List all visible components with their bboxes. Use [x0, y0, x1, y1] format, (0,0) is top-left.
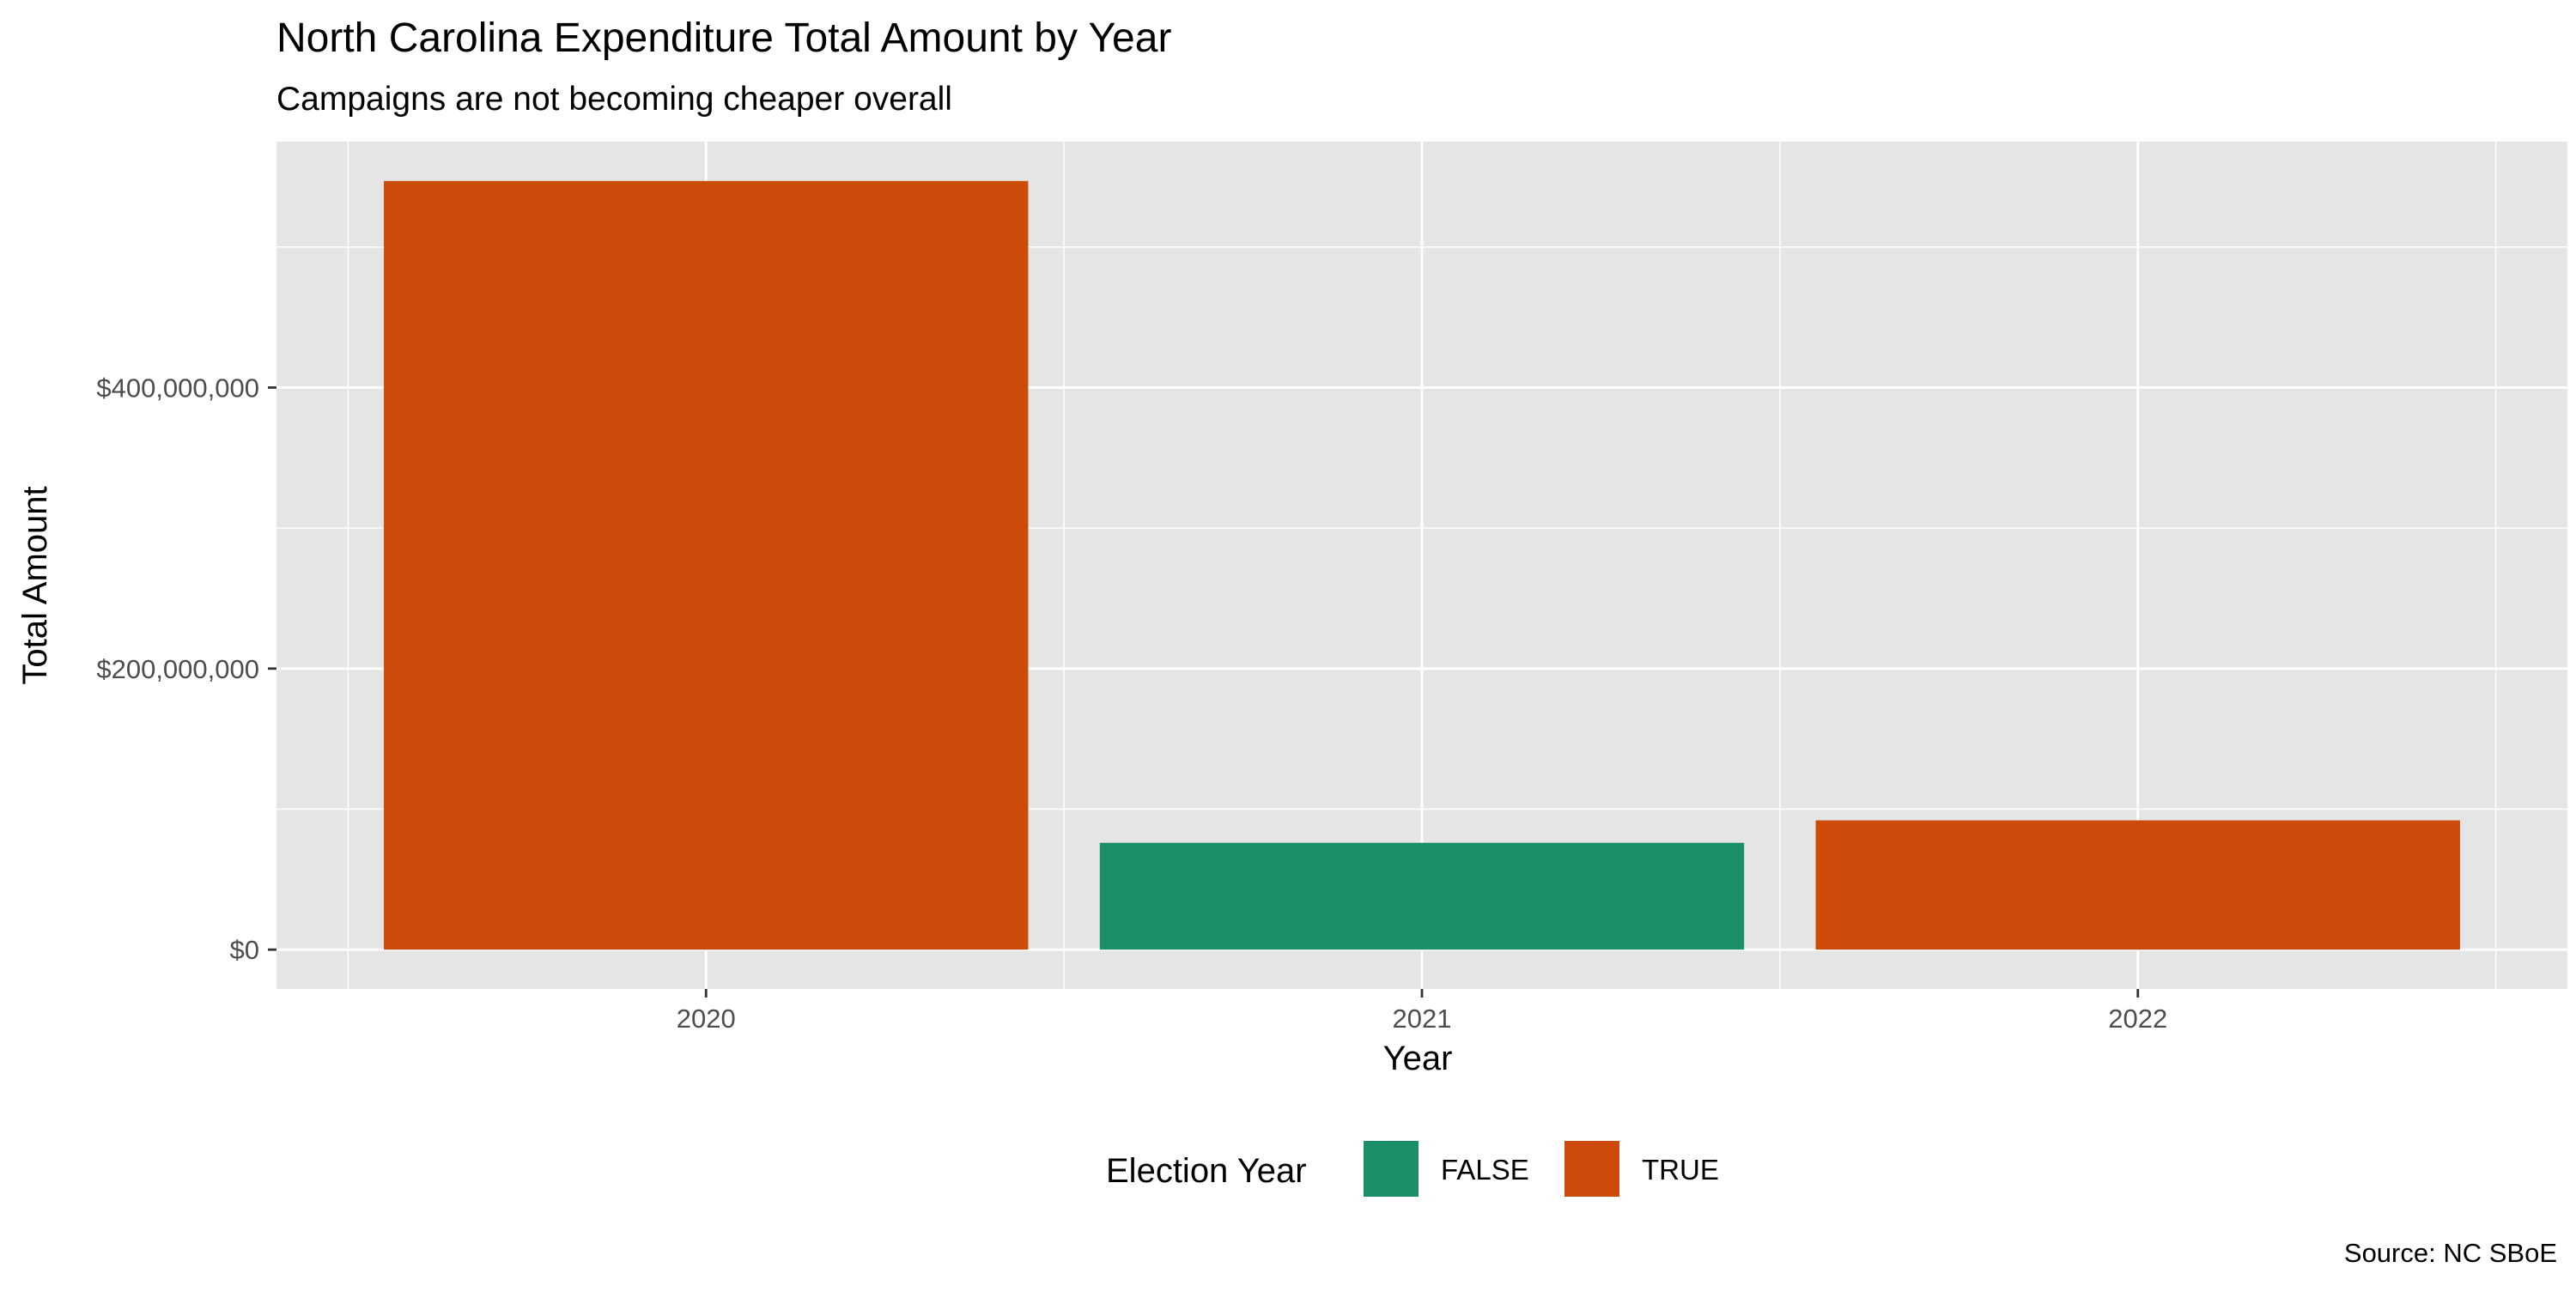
x-axis-title: Year — [1383, 1040, 1453, 1077]
y-axis: $0 $200,000,000 $400,000,000 — [96, 373, 276, 965]
x-tick-label: 2022 — [2108, 1004, 2167, 1034]
x-tick-label: 2020 — [677, 1004, 736, 1034]
legend-key-true — [1564, 1141, 1619, 1197]
bar-2022 — [1815, 820, 2460, 950]
x-tick-label: 2021 — [1393, 1004, 1452, 1034]
legend-key-false — [1364, 1141, 1419, 1197]
bar-2021 — [1099, 842, 1745, 950]
x-axis: 2020 2021 2022 — [677, 989, 2167, 1034]
legend-title: Election Year — [1106, 1152, 1307, 1190]
chart-subtitle: Campaigns are not becoming cheaper overa… — [276, 81, 952, 118]
legend-label-true: TRUE — [1642, 1154, 1719, 1186]
legend: Election Year FALSE TRUE — [1106, 1141, 1719, 1197]
chart-caption: Source: NC SBoE — [2344, 1238, 2557, 1268]
y-tick-label: $400,000,000 — [96, 373, 259, 403]
chart-title: North Carolina Expenditure Total Amount … — [276, 15, 1171, 61]
bars — [384, 180, 2460, 950]
bar-2020 — [384, 180, 1029, 950]
legend-label-false: FALSE — [1441, 1154, 1529, 1186]
y-axis-title: Total Amount — [16, 486, 54, 684]
y-tick-label: $0 — [230, 935, 259, 965]
y-tick-label: $200,000,000 — [96, 654, 259, 684]
